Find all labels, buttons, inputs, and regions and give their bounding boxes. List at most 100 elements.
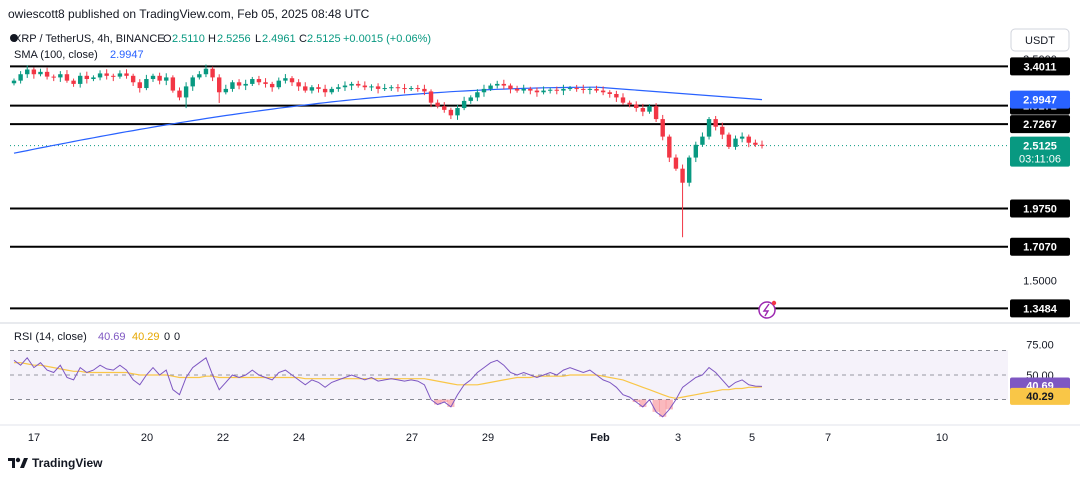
candle-body	[11, 80, 17, 84]
tradingview-logo-icon	[8, 457, 28, 469]
candle-body	[627, 102, 632, 105]
legend-sma-label[interactable]: SMA (100, close)	[14, 49, 98, 61]
chart-frame: XRP / TetherUS, 4h, BINANCE O 2.5110 H 2…	[0, 28, 1080, 444]
candle-body	[230, 82, 235, 89]
rsi-layer	[10, 350, 1008, 418]
candle-body	[700, 136, 705, 145]
time-tick-label: 24	[293, 432, 305, 444]
rsi-label[interactable]: RSI (14, close)	[14, 331, 87, 343]
sma-layer	[13, 86, 763, 154]
candle-body	[91, 77, 96, 80]
candle-body	[349, 83, 354, 86]
candle-body	[488, 85, 493, 89]
candle-body	[77, 75, 83, 84]
candle-body	[428, 91, 434, 103]
candle-body	[362, 85, 368, 88]
candle-body	[733, 138, 738, 147]
rsi-ma-badge	[1010, 387, 1070, 405]
candle-body	[289, 78, 295, 83]
candle-body	[130, 75, 136, 83]
legend-o-label: O	[163, 33, 172, 45]
last-price-badge	[1010, 136, 1070, 167]
time-tick-label: 7	[825, 432, 831, 444]
rsi-extra-2: 0	[174, 331, 180, 343]
level-badge	[1010, 199, 1070, 218]
time-tick-label: 29	[482, 432, 494, 444]
candle-body	[461, 100, 467, 109]
candle-body	[746, 136, 751, 143]
candle-body	[223, 88, 229, 93]
legend-h-label: H	[208, 33, 216, 45]
legend-c-value: 2.5125	[307, 33, 341, 45]
candle-body	[124, 73, 129, 76]
legend-l-value: 2.4961	[262, 33, 296, 45]
candle-body	[726, 134, 732, 147]
candle-body	[250, 79, 255, 84]
candle-body	[455, 108, 460, 116]
candle-body	[303, 86, 308, 91]
rsi-ma-badge-label: 40.29	[1026, 391, 1054, 403]
publisher-line: owiescott8 published on TradingView.com,…	[8, 7, 370, 21]
level-badge-label: 3.4011	[1023, 61, 1056, 73]
time-tick-label: 17	[28, 432, 40, 444]
legend-sma-value: 2.9947	[110, 49, 144, 61]
candle-body	[38, 71, 43, 75]
candle-body	[190, 77, 195, 87]
rsi-extra-1: 0	[164, 331, 170, 343]
candle-body	[561, 88, 566, 91]
currency-label: USDT	[1025, 35, 1055, 47]
candle-body	[528, 88, 533, 91]
candle-body	[442, 106, 447, 110]
candle-body	[514, 88, 520, 91]
candle-body	[51, 76, 56, 78]
level-badge	[1010, 237, 1070, 256]
legend-o-value: 2.5110	[172, 33, 205, 45]
candle-body	[587, 88, 593, 90]
time-tick-label: Feb	[590, 432, 610, 444]
rsi-legend: RSI (14, close) 40.69 40.29 0 0	[14, 331, 180, 343]
main-plot-area[interactable]	[8, 50, 1008, 320]
legend: XRP / TetherUS, 4h, BINANCE O 2.5110 H 2…	[10, 33, 431, 61]
candle-body	[309, 87, 315, 91]
candle-body	[468, 97, 473, 101]
candle-body	[739, 136, 745, 139]
footer-brand[interactable]: TradingView	[32, 456, 103, 470]
candle-body	[389, 87, 394, 89]
candle-body	[647, 106, 652, 112]
candle-body	[435, 102, 440, 107]
candle-body	[276, 80, 281, 88]
candle-body	[574, 88, 579, 90]
price-axis[interactable]: 3.50001.50003.40112.92722.72671.97501.70…	[1010, 54, 1070, 318]
last-price-label: 2.5125	[1023, 141, 1057, 153]
support-resistance-levels	[10, 65, 1008, 310]
candle-body	[753, 142, 758, 145]
candle-body	[581, 88, 586, 90]
rsi-line	[13, 356, 763, 418]
alert-icon[interactable]	[758, 300, 777, 319]
level-badge-label: 2.7267	[1023, 119, 1057, 131]
candle-body	[620, 97, 626, 103]
price-tick-label: 1.5000	[1023, 276, 1057, 288]
candle-body	[686, 157, 692, 183]
time-axis[interactable]: 17 20 22 24 27 29 Feb 3 5 7 10	[28, 432, 948, 444]
candle-body	[356, 83, 361, 86]
candle-body	[495, 83, 500, 86]
legend-symbol[interactable]: XRP / TetherUS, 4h, BINANCE	[14, 33, 165, 45]
candle-body	[567, 88, 573, 90]
candle-body	[607, 92, 612, 94]
time-tick-label: 5	[749, 432, 755, 444]
candle-body	[97, 73, 103, 78]
candle-body	[475, 92, 480, 98]
currency-button[interactable]: USDT	[1010, 28, 1070, 52]
candle-body	[508, 85, 513, 89]
candle-body	[369, 86, 374, 88]
legend-h-value: 2.5256	[217, 33, 251, 45]
candle-body	[375, 86, 381, 89]
time-tick-label: 3	[675, 432, 681, 444]
candle-body	[144, 79, 149, 89]
candles	[11, 64, 765, 238]
candle-body	[25, 69, 30, 75]
candle-body	[217, 77, 222, 93]
candle-body	[415, 88, 420, 90]
